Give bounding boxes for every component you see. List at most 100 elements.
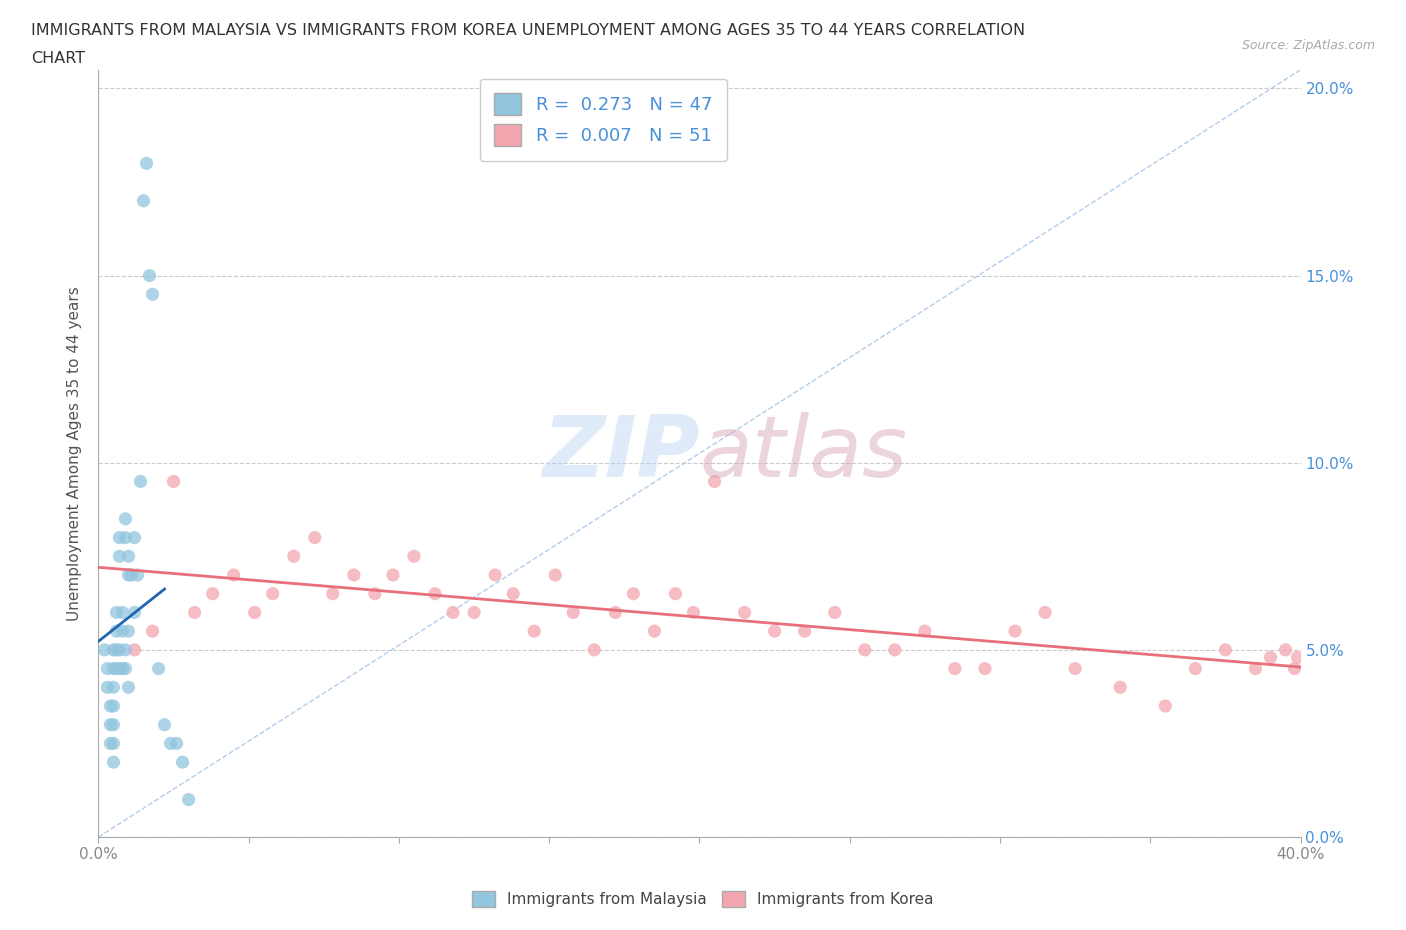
Point bbox=[96, 661, 118, 676]
Point bbox=[243, 605, 266, 620]
Point bbox=[943, 661, 966, 676]
Point bbox=[100, 736, 122, 751]
Point bbox=[108, 530, 131, 545]
Point bbox=[166, 736, 188, 751]
Point bbox=[523, 624, 546, 639]
Point bbox=[183, 605, 205, 620]
Point bbox=[1274, 643, 1296, 658]
Point bbox=[96, 680, 118, 695]
Point bbox=[1284, 661, 1306, 676]
Point bbox=[643, 624, 665, 639]
Point bbox=[402, 549, 425, 564]
Point bbox=[103, 755, 125, 770]
Point bbox=[124, 643, 146, 658]
Point bbox=[124, 605, 146, 620]
Point bbox=[103, 698, 125, 713]
Point bbox=[138, 268, 160, 283]
Point bbox=[105, 661, 128, 676]
Point bbox=[262, 586, 284, 601]
Point bbox=[304, 530, 326, 545]
Point bbox=[1154, 698, 1177, 713]
Point bbox=[129, 474, 152, 489]
Point bbox=[114, 530, 136, 545]
Text: Source: ZipAtlas.com: Source: ZipAtlas.com bbox=[1241, 39, 1375, 52]
Point bbox=[127, 567, 149, 582]
Point bbox=[105, 643, 128, 658]
Point bbox=[544, 567, 567, 582]
Point bbox=[682, 605, 704, 620]
Point bbox=[914, 624, 936, 639]
Point bbox=[1033, 605, 1056, 620]
Point bbox=[100, 698, 122, 713]
Point bbox=[484, 567, 506, 582]
Point bbox=[793, 624, 815, 639]
Point bbox=[201, 586, 224, 601]
Point bbox=[463, 605, 485, 620]
Point bbox=[381, 567, 404, 582]
Point bbox=[121, 567, 143, 582]
Point bbox=[117, 549, 139, 564]
Point bbox=[108, 643, 131, 658]
Point bbox=[103, 736, 125, 751]
Point bbox=[974, 661, 997, 676]
Point bbox=[177, 792, 200, 807]
Point bbox=[664, 586, 686, 601]
Point bbox=[111, 605, 134, 620]
Point bbox=[1109, 680, 1132, 695]
Point bbox=[883, 643, 905, 658]
Point bbox=[343, 567, 366, 582]
Point bbox=[583, 643, 606, 658]
Point bbox=[100, 717, 122, 732]
Point bbox=[703, 474, 725, 489]
Point bbox=[114, 512, 136, 526]
Point bbox=[1215, 643, 1237, 658]
Point bbox=[605, 605, 627, 620]
Point bbox=[1244, 661, 1267, 676]
Point bbox=[124, 530, 146, 545]
Text: atlas: atlas bbox=[700, 412, 907, 495]
Point bbox=[103, 643, 125, 658]
Point bbox=[111, 661, 134, 676]
Point bbox=[222, 567, 245, 582]
Text: ZIP: ZIP bbox=[541, 412, 700, 495]
Point bbox=[117, 567, 139, 582]
Point bbox=[108, 661, 131, 676]
Point bbox=[1064, 661, 1087, 676]
Point bbox=[1260, 650, 1282, 665]
Point bbox=[114, 643, 136, 658]
Point bbox=[132, 193, 155, 208]
Point bbox=[108, 549, 131, 564]
Point bbox=[103, 717, 125, 732]
Point bbox=[111, 624, 134, 639]
Point bbox=[283, 549, 305, 564]
Point bbox=[141, 624, 163, 639]
Point bbox=[1184, 661, 1206, 676]
Point bbox=[763, 624, 786, 639]
Point bbox=[141, 286, 163, 301]
Point bbox=[502, 586, 524, 601]
Point bbox=[114, 661, 136, 676]
Point bbox=[172, 755, 194, 770]
Point bbox=[562, 605, 585, 620]
Point bbox=[148, 661, 170, 676]
Point bbox=[162, 474, 184, 489]
Point bbox=[1286, 650, 1309, 665]
Point bbox=[103, 661, 125, 676]
Point bbox=[621, 586, 644, 601]
Point bbox=[364, 586, 387, 601]
Point bbox=[734, 605, 756, 620]
Point bbox=[824, 605, 846, 620]
Point bbox=[93, 643, 115, 658]
Point bbox=[105, 624, 128, 639]
Point bbox=[153, 717, 176, 732]
Y-axis label: Unemployment Among Ages 35 to 44 years: Unemployment Among Ages 35 to 44 years bbox=[67, 286, 83, 620]
Legend: R =  0.273   N = 47, R =  0.007   N = 51: R = 0.273 N = 47, R = 0.007 N = 51 bbox=[479, 79, 727, 161]
Point bbox=[423, 586, 446, 601]
Text: IMMIGRANTS FROM MALAYSIA VS IMMIGRANTS FROM KOREA UNEMPLOYMENT AMONG AGES 35 TO : IMMIGRANTS FROM MALAYSIA VS IMMIGRANTS F… bbox=[31, 23, 1025, 38]
Text: CHART: CHART bbox=[31, 51, 84, 66]
Point bbox=[853, 643, 876, 658]
Point bbox=[117, 624, 139, 639]
Point bbox=[159, 736, 181, 751]
Point bbox=[322, 586, 344, 601]
Point bbox=[441, 605, 464, 620]
